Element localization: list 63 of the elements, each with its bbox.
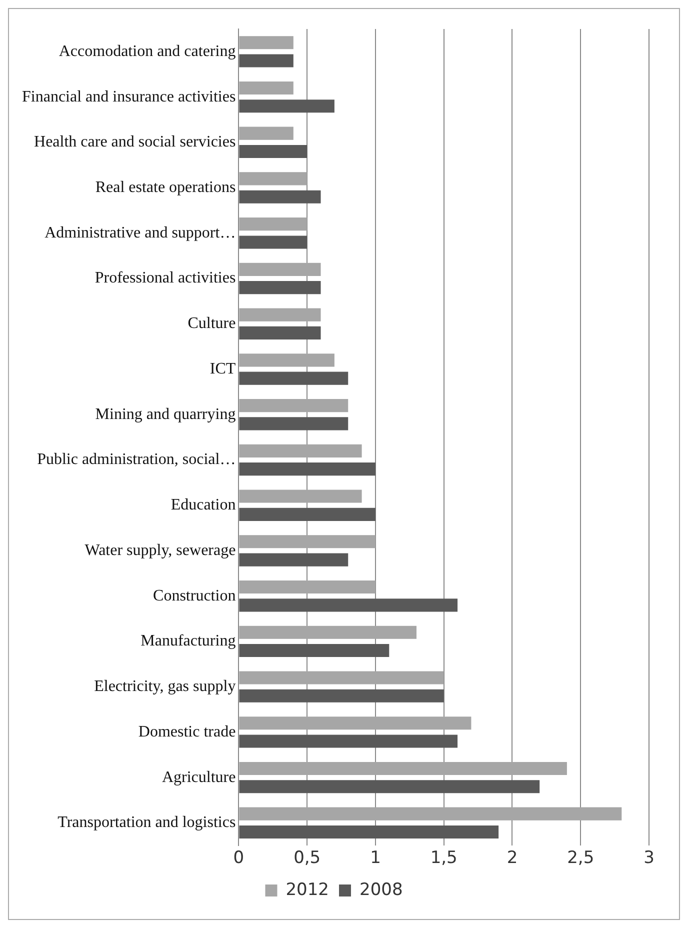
y-tick-label: Culture — [188, 315, 236, 332]
y-tick-label: Electricity, gas supply — [94, 678, 236, 696]
y-tick-label: Administrative and support… — [44, 224, 236, 242]
bar — [239, 36, 294, 50]
bar — [239, 598, 458, 612]
bar — [239, 218, 308, 231]
y-tick-label: Agriculture — [162, 768, 236, 786]
bar — [239, 399, 348, 412]
bar — [239, 626, 416, 639]
y-tick-label: Health care and social servicies — [34, 134, 236, 151]
bar — [239, 780, 540, 794]
bar — [239, 326, 321, 340]
y-tick-label: ICT — [210, 360, 236, 378]
bar — [239, 671, 444, 684]
bar — [239, 126, 294, 140]
y-tick-label: Professional activities — [94, 270, 236, 287]
bar — [239, 54, 294, 68]
y-tick-label: Accomodation and catering — [58, 42, 236, 60]
bar — [239, 490, 362, 503]
y-tick-label: Water supply, sewerage — [84, 542, 236, 559]
y-tick-label: Mining and quarrying — [95, 406, 236, 423]
bar — [239, 100, 334, 113]
bar — [239, 81, 294, 95]
y-tick-label: Education — [170, 496, 236, 514]
bar — [239, 354, 334, 367]
bar — [239, 462, 376, 476]
y-tick-label: Construction — [153, 587, 236, 604]
bar — [239, 144, 308, 158]
x-tick-label: 3 — [644, 848, 654, 868]
y-tick-label: Manufacturing — [140, 632, 236, 650]
bar — [239, 308, 321, 322]
bar — [239, 508, 376, 521]
x-tick-label: 2 — [506, 848, 518, 868]
x-tick-label: 0,5 — [294, 848, 321, 868]
bar — [239, 689, 444, 702]
x-tick-label: 2,5 — [567, 848, 594, 868]
bar — [239, 580, 376, 594]
y-tick-label: Real estate operations — [95, 178, 236, 196]
bar — [239, 172, 308, 186]
bar — [239, 644, 390, 658]
y-tick-label: Transportation and logistics — [58, 814, 236, 832]
bar — [239, 762, 567, 776]
bar — [239, 372, 348, 385]
bar — [239, 417, 348, 430]
bar — [239, 807, 622, 820]
y-tick-label: Domestic trade — [138, 723, 236, 740]
x-tick-label: 1,5 — [430, 848, 458, 868]
x-tick-label: 1 — [370, 848, 381, 868]
bar — [239, 716, 472, 730]
bar — [239, 236, 308, 249]
legend-label: 2008 — [360, 880, 403, 900]
bar — [239, 190, 321, 204]
bar — [239, 535, 376, 548]
bar — [239, 281, 321, 294]
bar — [239, 262, 321, 276]
legend-label: 2012 — [286, 880, 329, 900]
bar — [239, 734, 458, 748]
bar — [239, 825, 499, 839]
y-tick-label: Public administration, social… — [37, 451, 236, 468]
bar — [239, 444, 362, 458]
y-tick-label: Financial and insurance activities — [22, 88, 236, 106]
x-tick-label: 0 — [233, 848, 244, 868]
bar — [239, 553, 348, 566]
